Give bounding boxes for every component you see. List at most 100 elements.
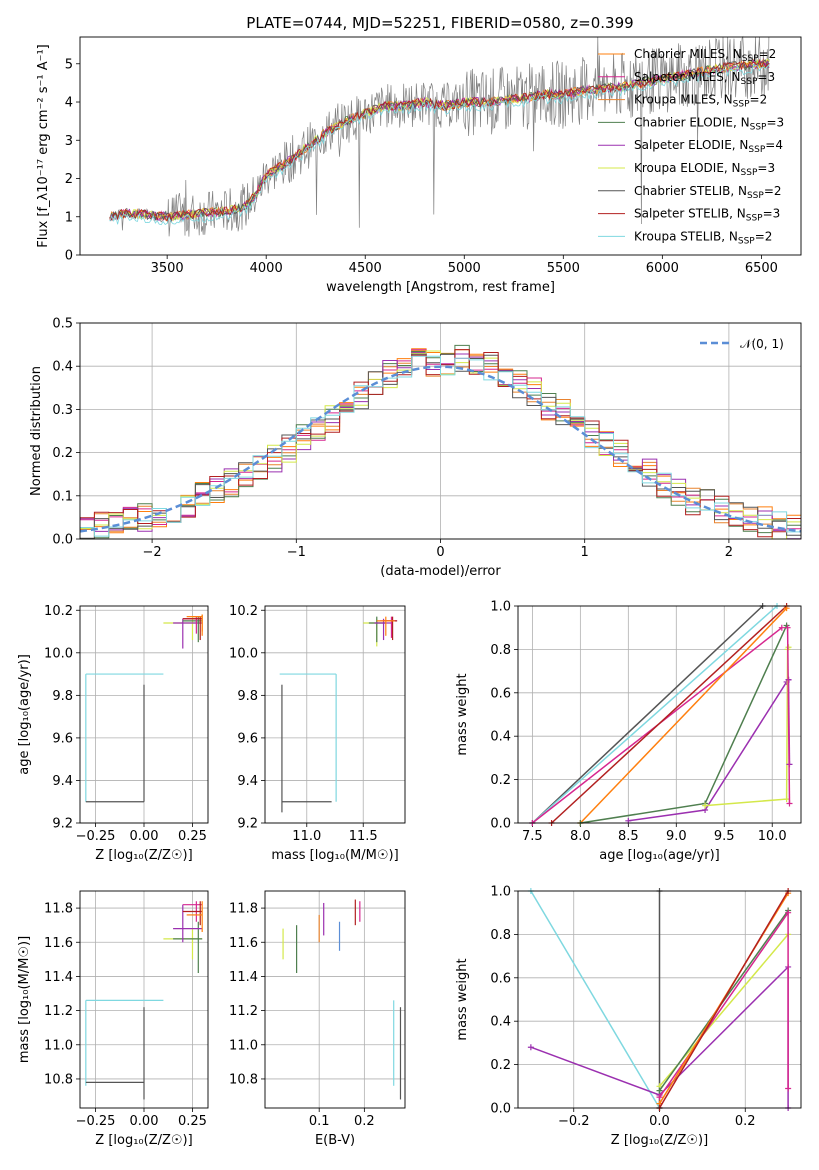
legend-subscript: SSP bbox=[741, 77, 758, 87]
y-axis-label: Normed distribution bbox=[29, 366, 44, 496]
axes-frame bbox=[79, 36, 802, 256]
x-tick-label: 4000 bbox=[250, 261, 283, 276]
legend-label: Kroupa STELIB, N bbox=[634, 229, 738, 243]
y-tick-label: 5 bbox=[65, 57, 73, 72]
panel-age-vs-mass: 11.0 11.5 9.2 9.4 9.6 9.8 10.0 10.2 mass [log₁₀(… bbox=[229, 604, 406, 863]
legend-subscript: SSP bbox=[742, 54, 759, 64]
x-tick-label: −1 bbox=[287, 545, 306, 560]
x-tick-label: 9.0 bbox=[666, 829, 687, 844]
cumulative-line bbox=[551, 605, 788, 824]
legend-label: Chabrier ELODIE, N bbox=[634, 115, 750, 129]
x-tick-label: −0.25 bbox=[76, 1114, 116, 1129]
y-tick-label: 0.6 bbox=[490, 686, 511, 701]
axes-frame bbox=[517, 605, 802, 824]
cumulative-line bbox=[658, 890, 789, 1109]
panel-residual-histogram: −2 −1 0 1 2 0.0 0.1 0.2 0.3 0.4 0.5 𝒩(0, 1) (data-mo… bbox=[29, 317, 802, 579]
legend-entry: Chabrier MILES, NSSP=2 bbox=[634, 47, 776, 64]
legend-tail: =3 bbox=[757, 161, 775, 175]
y-tick-label: 1.0 bbox=[490, 885, 511, 900]
legend-tail: =4 bbox=[765, 138, 783, 152]
panel-cumulative-Z: −0.2 0.0 0.2 0.0 0.2 0.4 0.6 0.8 1.0 Z [log₁₀(Z/Z… bbox=[455, 885, 802, 1148]
legend-subscript: SSP bbox=[747, 191, 764, 201]
legend-label: Salpeter MILES, N bbox=[634, 70, 741, 84]
x-tick-label: 7.5 bbox=[522, 829, 543, 844]
y-axis-label: mass [log₁₀(M/M☉)] bbox=[17, 936, 32, 1063]
x-tick-label: 0.00 bbox=[130, 829, 159, 844]
legend-tail: =2 bbox=[764, 184, 782, 198]
y-tick-label: 0.5 bbox=[52, 317, 73, 332]
marker-plus bbox=[527, 1044, 534, 1051]
legend-tail: =3 bbox=[763, 207, 781, 221]
x-tick-label: 8.0 bbox=[570, 829, 591, 844]
legend-subscript: SSP bbox=[748, 145, 765, 155]
x-tick-label: 6500 bbox=[745, 261, 778, 276]
x-tick-label: 4500 bbox=[349, 261, 382, 276]
y-tick-label: 11.4 bbox=[229, 970, 258, 985]
x-tick-label: 5000 bbox=[448, 261, 481, 276]
x-tick-label: 0.25 bbox=[178, 1114, 207, 1129]
x-tick-label: 0 bbox=[436, 545, 444, 560]
x-tick-label: −2 bbox=[143, 545, 162, 560]
y-tick-label: 1.0 bbox=[490, 600, 511, 615]
y-tick-label: 11.8 bbox=[44, 902, 73, 917]
legend-tail: =3 bbox=[766, 115, 784, 129]
x-tick-label: −0.25 bbox=[76, 829, 116, 844]
y-tick-label: 0.0 bbox=[490, 1102, 511, 1117]
y-axis-label: Flux [f_λ10⁻¹⁷ erg cm⁻² s⁻¹ A⁻¹] bbox=[36, 44, 51, 248]
x-axis-label: Z [log₁₀(Z/Z☉)] bbox=[95, 848, 192, 863]
marker-plus bbox=[778, 624, 785, 631]
x-tick-label: 5500 bbox=[547, 261, 580, 276]
legend-entry: Chabrier STELIB, NSSP=2 bbox=[634, 184, 782, 201]
y-tick-label: 2 bbox=[65, 172, 73, 187]
x-tick-label: 3500 bbox=[151, 261, 184, 276]
y-tick-label: 0.2 bbox=[490, 773, 511, 788]
x-axis-label: E(B-V) bbox=[315, 1133, 355, 1148]
panel-cumulative-age: 7.5 8.0 8.5 9.0 9.5 10.0 0.0 0.2 0.4 0.6 0.8 1.0 age… bbox=[455, 600, 802, 863]
legend-label: Kroupa MILES, N bbox=[634, 93, 733, 107]
y-axis-label: age [log₁₀(age/yr)] bbox=[17, 654, 32, 775]
x-tick-label: 0.2 bbox=[354, 1114, 375, 1129]
x-tick-label: 0.0 bbox=[649, 1114, 670, 1129]
cumulative-line bbox=[580, 625, 788, 824]
cumulative-line bbox=[786, 627, 791, 804]
cumulative-line bbox=[628, 679, 790, 822]
marker-plus bbox=[783, 796, 790, 803]
legend-subscript: SSP bbox=[738, 236, 755, 246]
y-tick-label: 11.4 bbox=[44, 970, 73, 985]
marker-plus bbox=[786, 800, 793, 807]
y-tick-label: 0.4 bbox=[490, 730, 511, 745]
model-spectrum-line bbox=[109, 58, 770, 222]
panel-age-vs-Z: −0.25 0.00 0.25 9.2 9.4 9.6 9.8 10.0 10.2 Z [log₁… bbox=[17, 604, 209, 863]
marker-plus bbox=[656, 1087, 663, 1094]
y-tick-label: 11.6 bbox=[229, 936, 258, 951]
legend-entry: Chabrier ELODIE, NSSP=3 bbox=[634, 115, 784, 132]
y-tick-label: 11.6 bbox=[44, 936, 73, 951]
legend-entry: Kroupa ELODIE, NSSP=3 bbox=[634, 161, 775, 178]
y-tick-label: 0.0 bbox=[490, 817, 511, 832]
y-tick-label: 11.0 bbox=[44, 1038, 73, 1053]
y-tick-label: 9.6 bbox=[237, 731, 258, 746]
y-tick-label: 11.8 bbox=[229, 902, 258, 917]
legend-subscript: SSP bbox=[741, 168, 758, 178]
y-tick-label: 3 bbox=[65, 134, 73, 149]
legend-entry: 𝒩(0, 1) bbox=[740, 337, 784, 351]
x-tick-label: 0.2 bbox=[735, 1114, 756, 1129]
y-axis-label: mass weight bbox=[455, 673, 470, 755]
x-tick-label: 9.5 bbox=[714, 829, 735, 844]
normal-reference-curve bbox=[79, 365, 802, 533]
axes-frame bbox=[517, 890, 802, 1109]
axes-frame bbox=[79, 890, 209, 1109]
legend-tail: =2 bbox=[759, 47, 777, 61]
y-tick-label: 10.0 bbox=[44, 646, 73, 661]
x-axis-label: Z [log₁₀(Z/Z☉)] bbox=[611, 1133, 708, 1148]
y-tick-label: 9.2 bbox=[237, 817, 258, 832]
y-tick-label: 9.6 bbox=[52, 731, 73, 746]
x-tick-label: −0.2 bbox=[558, 1114, 590, 1129]
y-tick-label: 0.0 bbox=[52, 533, 73, 548]
y-tick-label: 11.2 bbox=[44, 1004, 73, 1019]
cumulative-line bbox=[531, 605, 764, 824]
figure-title: PLATE=0744, MJD=52251, FIBERID=0580, z=0… bbox=[246, 14, 633, 32]
panel-spectrum: 3500 4000 4500 5000 5500 6000 6500 0 1 2 3 4 5 Chabri… bbox=[36, 35, 802, 295]
x-axis-label: wavelength [Angstrom, rest frame] bbox=[326, 280, 555, 295]
legend-tail: =2 bbox=[750, 93, 768, 107]
